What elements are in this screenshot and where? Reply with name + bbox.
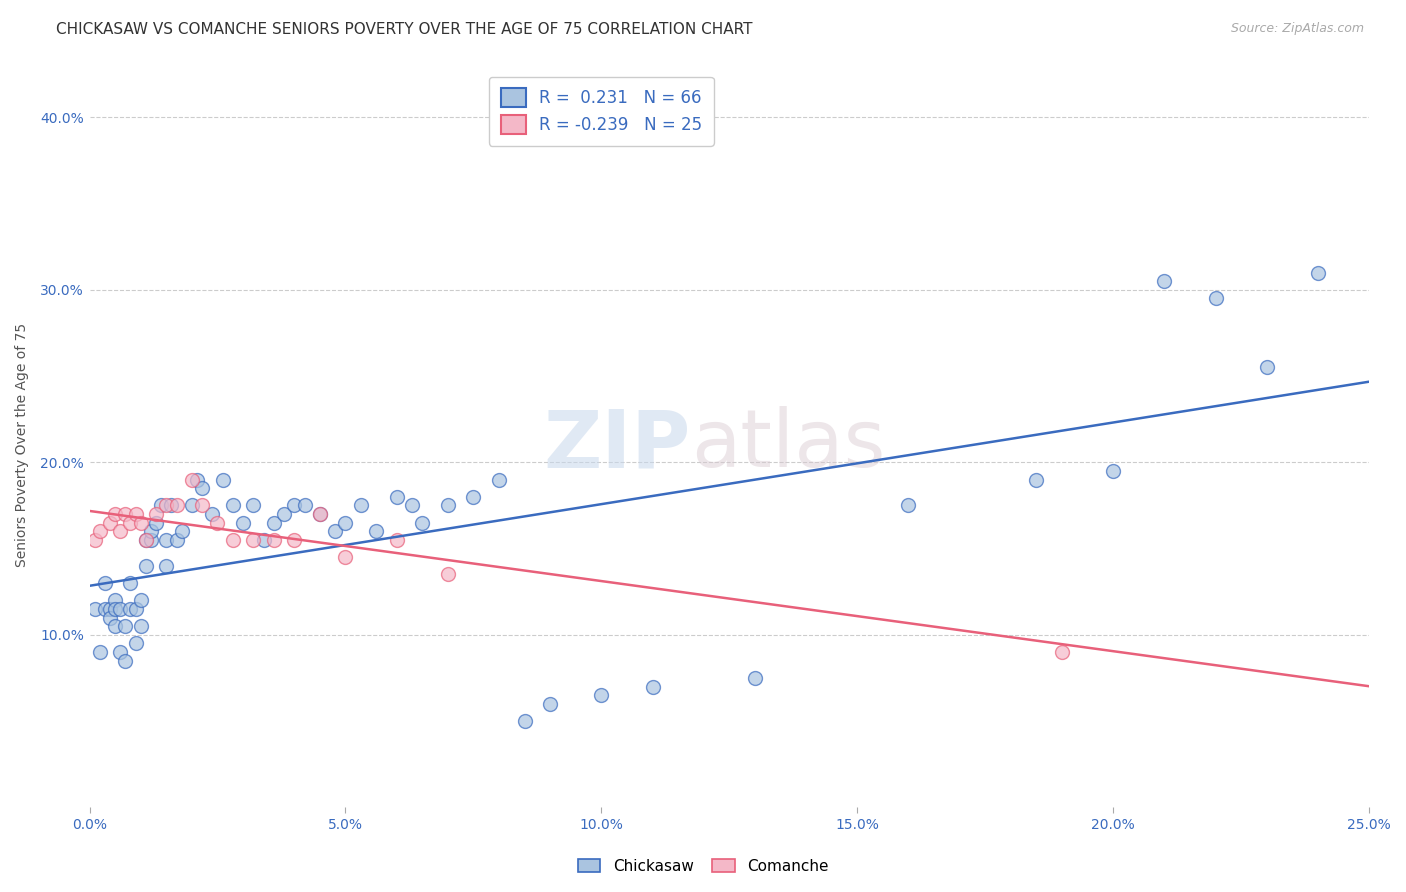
Point bbox=[1025, 473, 1047, 487]
Point bbox=[104, 602, 127, 616]
Point bbox=[335, 550, 357, 565]
Point bbox=[411, 516, 433, 530]
Point bbox=[98, 610, 121, 624]
Point bbox=[135, 533, 157, 547]
Point bbox=[222, 499, 245, 513]
Point bbox=[263, 533, 285, 547]
Y-axis label: Seniors Poverty Over the Age of 75: Seniors Poverty Over the Age of 75 bbox=[15, 323, 30, 567]
Point bbox=[98, 602, 121, 616]
Point bbox=[335, 516, 357, 530]
Point bbox=[110, 602, 132, 616]
Point bbox=[89, 524, 111, 539]
Point bbox=[166, 499, 188, 513]
Point bbox=[120, 576, 142, 591]
Point bbox=[1205, 292, 1227, 306]
Point bbox=[232, 516, 254, 530]
Point bbox=[155, 558, 177, 573]
Point bbox=[186, 473, 208, 487]
Point bbox=[323, 524, 346, 539]
Point bbox=[104, 593, 127, 607]
Point bbox=[1153, 274, 1175, 288]
Point bbox=[201, 507, 224, 521]
Point bbox=[385, 490, 408, 504]
Legend: R =  0.231   N = 66, R = -0.239   N = 25: R = 0.231 N = 66, R = -0.239 N = 25 bbox=[489, 77, 714, 145]
Point bbox=[139, 524, 162, 539]
Point bbox=[114, 507, 136, 521]
Point bbox=[463, 490, 485, 504]
Point bbox=[150, 499, 173, 513]
Point bbox=[135, 558, 157, 573]
Point bbox=[191, 499, 214, 513]
Point bbox=[1050, 645, 1073, 659]
Point bbox=[294, 499, 316, 513]
Point bbox=[120, 602, 142, 616]
Point bbox=[283, 499, 305, 513]
Point bbox=[129, 619, 152, 633]
Point bbox=[366, 524, 388, 539]
Text: ZIP: ZIP bbox=[544, 406, 690, 484]
Point bbox=[222, 533, 245, 547]
Point bbox=[94, 602, 117, 616]
Point bbox=[1102, 464, 1125, 478]
Point bbox=[309, 507, 332, 521]
Point bbox=[124, 602, 146, 616]
Point bbox=[110, 524, 132, 539]
Point bbox=[1256, 360, 1278, 375]
Point bbox=[591, 688, 613, 702]
Text: Source: ZipAtlas.com: Source: ZipAtlas.com bbox=[1230, 22, 1364, 36]
Point bbox=[135, 533, 157, 547]
Point bbox=[641, 680, 664, 694]
Point bbox=[242, 499, 264, 513]
Point bbox=[104, 507, 127, 521]
Point bbox=[160, 499, 183, 513]
Text: CHICKASAW VS COMANCHE SENIORS POVERTY OVER THE AGE OF 75 CORRELATION CHART: CHICKASAW VS COMANCHE SENIORS POVERTY OV… bbox=[56, 22, 752, 37]
Point bbox=[211, 473, 233, 487]
Point bbox=[401, 499, 423, 513]
Point bbox=[385, 533, 408, 547]
Point bbox=[155, 533, 177, 547]
Point bbox=[488, 473, 510, 487]
Point bbox=[129, 593, 152, 607]
Point bbox=[114, 654, 136, 668]
Point bbox=[155, 499, 177, 513]
Point bbox=[166, 533, 188, 547]
Point bbox=[897, 499, 920, 513]
Point bbox=[252, 533, 274, 547]
Point bbox=[191, 481, 214, 495]
Point bbox=[538, 697, 561, 711]
Point bbox=[83, 533, 105, 547]
Point bbox=[350, 499, 373, 513]
Point bbox=[273, 507, 295, 521]
Point bbox=[89, 645, 111, 659]
Point bbox=[180, 473, 202, 487]
Point bbox=[145, 516, 167, 530]
Point bbox=[114, 619, 136, 633]
Point bbox=[139, 533, 162, 547]
Legend: Chickasaw, Comanche: Chickasaw, Comanche bbox=[571, 853, 835, 880]
Point bbox=[283, 533, 305, 547]
Point bbox=[437, 567, 460, 582]
Point bbox=[309, 507, 332, 521]
Point bbox=[94, 576, 117, 591]
Point bbox=[437, 499, 460, 513]
Point bbox=[124, 507, 146, 521]
Point bbox=[207, 516, 229, 530]
Point bbox=[145, 507, 167, 521]
Point bbox=[120, 516, 142, 530]
Point bbox=[242, 533, 264, 547]
Point bbox=[263, 516, 285, 530]
Point bbox=[83, 602, 105, 616]
Point bbox=[110, 645, 132, 659]
Point bbox=[104, 619, 127, 633]
Point bbox=[129, 516, 152, 530]
Point bbox=[170, 524, 193, 539]
Point bbox=[513, 714, 536, 728]
Point bbox=[180, 499, 202, 513]
Text: atlas: atlas bbox=[690, 406, 886, 484]
Point bbox=[1306, 266, 1329, 280]
Point bbox=[124, 636, 146, 650]
Point bbox=[744, 671, 766, 685]
Point bbox=[98, 516, 121, 530]
